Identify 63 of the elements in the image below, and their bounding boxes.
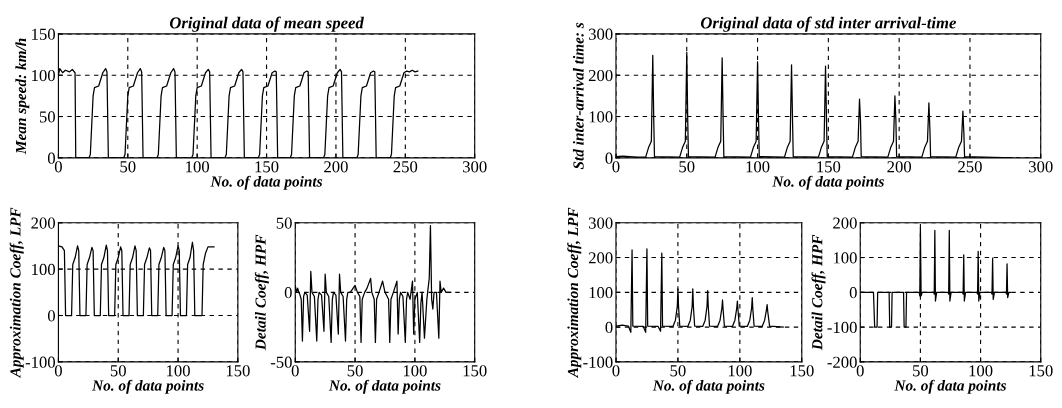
y-tick-label: 100 (589, 287, 613, 299)
x-axis-title: No. of data points (652, 379, 765, 394)
x-tick-label: 150 (817, 161, 841, 173)
y-tick-label: 100 (833, 252, 857, 264)
y-axis-title: Std inter-arrival time: s (572, 22, 584, 170)
x-tick-label: 100 (728, 365, 752, 377)
y-tick-label: 0 (849, 287, 857, 299)
x-tick-label: 300 (463, 161, 487, 173)
x-tick-label: 50 (120, 161, 136, 173)
y-tick-label: 0 (47, 310, 55, 322)
x-tick-label: 200 (887, 161, 912, 173)
y-tick-label: 0 (284, 287, 292, 299)
y-tick-label: -200 (827, 356, 857, 368)
y-tick-label: 50 (276, 217, 292, 229)
x-tick-label: 250 (393, 161, 418, 173)
x-tick-label: 50 (913, 365, 929, 377)
x-tick-label: 100 (969, 365, 993, 377)
x-tick-label: 200 (324, 161, 348, 173)
chart-title: Original data of std inter arrival-time (700, 16, 957, 32)
x-tick-label: 150 (463, 365, 487, 377)
x-tick-label: 150 (1029, 365, 1053, 377)
chart-title: Original data of mean speed (169, 16, 364, 32)
x-axis-title: No. of data points (91, 379, 204, 394)
x-tick-label: 150 (255, 161, 279, 173)
x-tick-label: 250 (958, 161, 982, 173)
y-axis-title: Mean speed: km/h (15, 38, 30, 155)
y-tick-label: 300 (588, 217, 613, 229)
x-tick-label: 150 (790, 365, 814, 377)
y-tick-label: 200 (588, 252, 613, 264)
y-tick-label: 200 (31, 217, 55, 229)
y-axis-title: Approximation Coeff, LPF (567, 207, 582, 379)
x-tick-label: 100 (403, 365, 427, 377)
x-tick-label: 150 (226, 365, 250, 377)
x-tick-label: 50 (110, 365, 126, 377)
y-axis-title: Approximation Coeff, LPF (9, 207, 24, 379)
y-tick-label: 100 (32, 69, 55, 82)
y-tick-label: -50 (270, 356, 292, 368)
x-tick-label: 50 (347, 365, 363, 377)
y-tick-label: 100 (32, 263, 55, 276)
x-axis-title: No. of data points (328, 379, 441, 394)
y-tick-label: -100 (827, 321, 857, 334)
x-tick-label: 100 (167, 365, 190, 377)
y-tick-label: 0 (47, 152, 55, 164)
x-axis-title: No. of data points (894, 379, 1007, 394)
y-tick-label: 200 (833, 217, 857, 229)
y-axis-title: Detail Coeff, HPF (254, 234, 269, 351)
y-tick-label: -100 (583, 356, 613, 368)
x-axis-title: No. of data points (210, 175, 323, 190)
y-tick-label: 50 (39, 111, 55, 123)
y-tick-label: 0 (605, 152, 613, 164)
y-axis-title: Detail Coeff, HPF (811, 234, 826, 351)
x-tick-label: 100 (186, 161, 210, 173)
x-axis-title: No. of data points (772, 175, 884, 190)
y-tick-label: 200 (588, 69, 613, 82)
y-tick-label: 100 (589, 111, 613, 123)
y-tick-label: 0 (605, 321, 613, 334)
y-tick-label: 300 (588, 28, 613, 40)
x-tick-label: 300 (1029, 161, 1053, 173)
y-tick-label: -100 (25, 356, 55, 368)
x-tick-label: 50 (670, 365, 686, 377)
y-tick-label: 150 (32, 28, 55, 40)
x-tick-label: 100 (746, 161, 770, 173)
x-tick-label: 50 (679, 161, 695, 173)
